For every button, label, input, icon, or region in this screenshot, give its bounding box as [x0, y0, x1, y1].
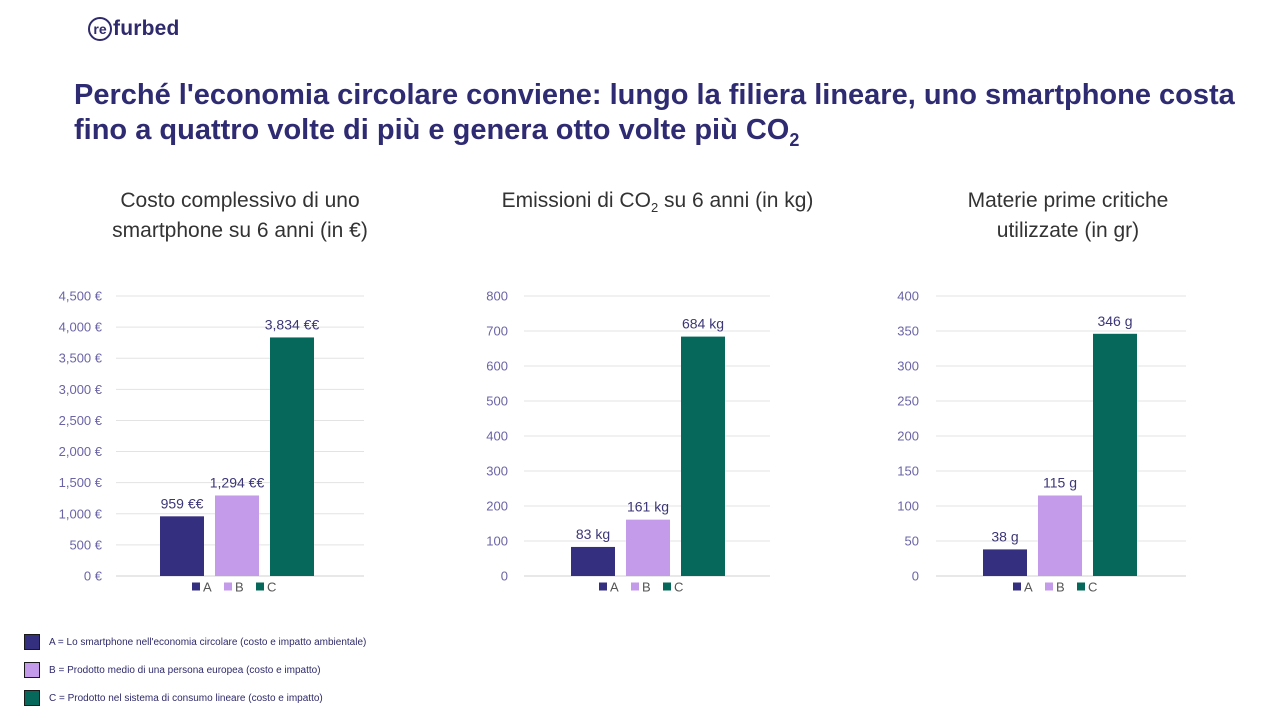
- materials-legend-swatch-b: [1045, 582, 1053, 591]
- materials-ytick-label: 50: [905, 534, 919, 549]
- cost-legend-label-b: B: [235, 580, 244, 595]
- refurbed-logo: re furbed: [88, 14, 180, 44]
- cost-legend-swatch-a: [192, 582, 200, 591]
- chart-title-materials: Materie prime critiche utilizzate (in gr…: [938, 186, 1198, 246]
- logo-wordmark: furbed: [113, 17, 180, 40]
- materials-legend-label-b: B: [1056, 580, 1065, 595]
- cost-ytick-label: 3,500 €: [59, 351, 103, 366]
- chart-title-co2-text: Emissioni di CO: [501, 189, 651, 212]
- headline-subscript: 2: [789, 129, 800, 150]
- cost-legend-label-c: C: [267, 580, 276, 595]
- cost-ytick-label: 4,500 €: [59, 289, 103, 304]
- cost-legend-label-a: A: [203, 580, 212, 595]
- cost-ytick-label: 3,000 €: [59, 382, 103, 397]
- cost-ytick-label: 1,500 €: [59, 475, 103, 490]
- cost-ytick-label: 500 €: [69, 537, 102, 552]
- chart-title-co2: Emissioni di CO2 su 6 anni (in kg): [500, 186, 815, 223]
- co2-legend-swatch-c: [663, 582, 671, 591]
- materials-legend-swatch-a: [1013, 582, 1021, 591]
- cost-data-label-b: 1,294 €€: [210, 474, 265, 490]
- chart-title-materials-text: Materie prime critiche utilizzate (in gr…: [967, 189, 1169, 242]
- co2-data-label-a: 83 kg: [576, 526, 610, 542]
- materials-ytick-label: 350: [897, 324, 919, 339]
- chart-title-cost: Costo complessivo di uno smartphone su 6…: [95, 186, 385, 246]
- cost-ytick-label: 2,000 €: [59, 444, 103, 459]
- co2-data-label-b: 161 kg: [627, 499, 669, 515]
- materials-ytick-label: 400: [897, 289, 919, 304]
- footer-legend-item-b: B = Prodotto medio di una persona europe…: [24, 662, 321, 678]
- co2-ytick-label: 600: [486, 359, 508, 374]
- legend-swatch-a: [24, 634, 40, 650]
- co2-data-label-c: 684 kg: [682, 316, 724, 332]
- cost-ytick-label: 2,500 €: [59, 413, 103, 428]
- co2-legend-swatch-b: [631, 582, 639, 591]
- page-headline: Perché l'economia circolare conviene: lu…: [74, 78, 1254, 158]
- chart-title-co2-text-end: su 6 anni (in kg): [658, 189, 814, 212]
- materials-ytick-label: 150: [897, 464, 919, 479]
- materials-bar-c: [1093, 333, 1137, 576]
- cost-bar-c: [270, 337, 314, 576]
- footer-legend-item-a: A = Lo smartphone nell'economia circolar…: [24, 634, 366, 650]
- co2-ytick-label: 400: [486, 429, 508, 444]
- footer-legend-text-a: A = Lo smartphone nell'economia circolar…: [49, 636, 367, 648]
- cost-data-label-a: 959 €€: [161, 495, 204, 511]
- materials-ytick-label: 250: [897, 394, 919, 409]
- cost-bar-b: [215, 495, 259, 576]
- legend-swatch-b: [24, 662, 40, 678]
- co2-legend-label-b: B: [642, 580, 651, 595]
- co2-legend-label-c: C: [674, 580, 683, 595]
- materials-legend-label-a: A: [1024, 580, 1033, 595]
- co2-ytick-label: 500: [486, 394, 508, 409]
- co2-ytick-label: 800: [486, 289, 508, 304]
- cost-ytick-label: 4,000 €: [59, 320, 103, 335]
- co2-ytick-label: 300: [486, 464, 508, 479]
- cost-data-label-c: 3,834 €€: [265, 316, 320, 332]
- co2-bar-b: [626, 519, 670, 576]
- chart-title-cost-text: Costo complessivo di uno smartphone su 6…: [112, 189, 368, 242]
- materials-bar-b: [1038, 495, 1082, 576]
- materials-ytick-label: 300: [897, 359, 919, 374]
- cost-ytick-label: 1,000 €: [59, 506, 103, 521]
- cost-ytick-label: 0 €: [84, 569, 103, 584]
- co2-ytick-label: 0: [501, 569, 508, 584]
- headline-text: Perché l'economia circolare conviene: lu…: [74, 79, 1235, 146]
- materials-data-label-c: 346 g: [1097, 313, 1132, 329]
- cost-legend-swatch-c: [256, 582, 264, 591]
- materials-legend-label-c: C: [1088, 580, 1097, 595]
- materials-data-label-a: 38 g: [991, 528, 1018, 544]
- co2-ytick-label: 100: [486, 534, 508, 549]
- co2-legend-swatch-a: [599, 582, 607, 591]
- co2-bar-a: [571, 546, 615, 576]
- materials-data-label-b: 115 g: [1043, 475, 1077, 491]
- co2-ytick-label: 700: [486, 324, 508, 339]
- footer-legend-item-c: C = Prodotto nel sistema di consumo line…: [24, 690, 323, 706]
- cost-legend-swatch-b: [224, 582, 232, 591]
- co2-ytick-label: 200: [486, 499, 508, 514]
- co2-legend-label-a: A: [610, 580, 619, 595]
- footer-legend-text-b: B = Prodotto medio di una persona europe…: [49, 664, 321, 676]
- co2-bar-c: [681, 336, 725, 576]
- materials-legend-swatch-c: [1077, 582, 1085, 591]
- materials-ytick-label: 200: [897, 429, 919, 444]
- materials-bar-a: [983, 549, 1027, 576]
- legend-swatch-c: [24, 690, 40, 706]
- footer-legend-text-c: C = Prodotto nel sistema di consumo line…: [49, 692, 323, 704]
- chart-title-co2-subscript: 2: [650, 200, 659, 216]
- materials-ytick-label: 100: [897, 499, 919, 514]
- cost-bar-a: [160, 516, 204, 576]
- materials-ytick-label: 0: [912, 569, 919, 584]
- logo-mark: re: [88, 17, 112, 41]
